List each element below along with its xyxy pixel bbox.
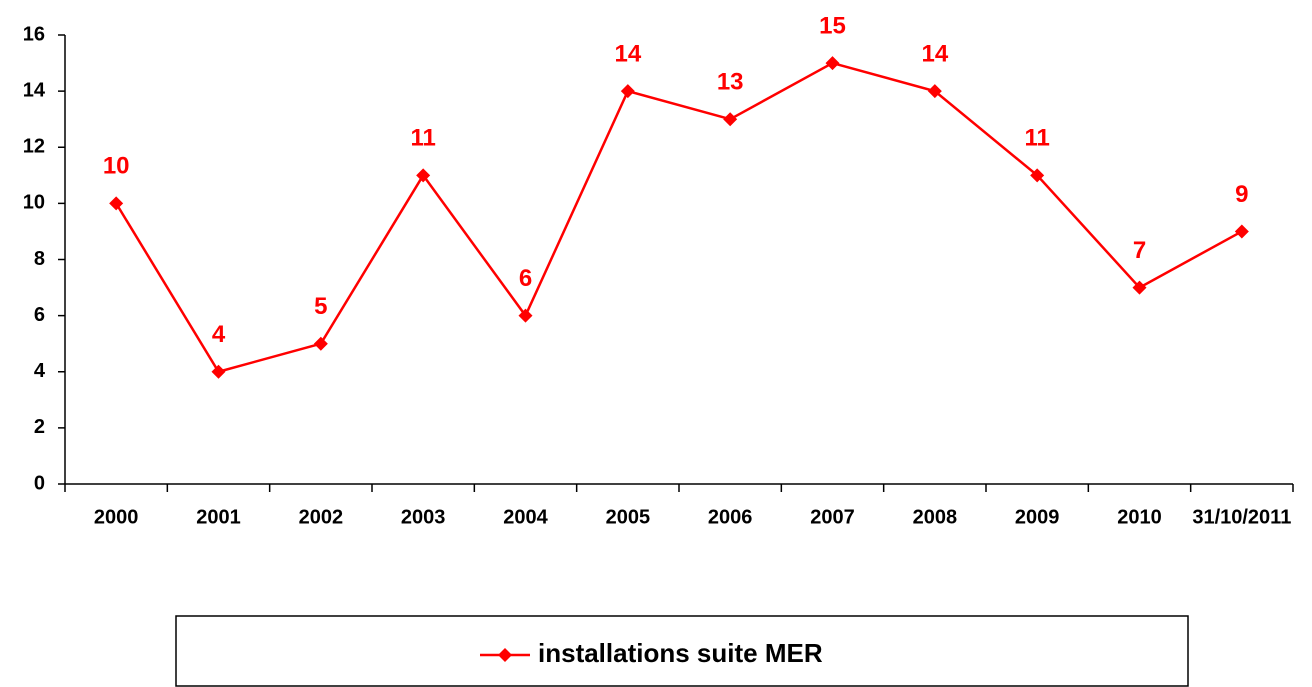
y-tick-label: 4 [34,360,46,382]
legend-label: installations suite MER [538,638,823,668]
data-label: 11 [410,125,435,152]
data-label: 14 [921,40,948,67]
x-tick-label: 2007 [810,506,855,528]
x-tick-label: 2008 [913,506,958,528]
marker [825,56,840,71]
x-tick-label: 2004 [503,506,548,528]
y-tick-label: 14 [23,79,46,101]
x-tick-label: 2009 [1015,506,1060,528]
y-tick-label: 12 [23,136,45,158]
y-tick-label: 16 [23,23,45,45]
data-label: 5 [314,293,327,320]
x-tick-label: 2000 [94,506,139,528]
data-label: 6 [519,265,532,292]
marker [109,196,124,211]
y-tick-label: 0 [34,472,45,494]
x-tick-label: 2010 [1117,506,1162,528]
x-tick-label: 2005 [606,506,651,528]
marker [927,84,942,99]
legend-marker [498,648,512,662]
marker [1234,224,1249,239]
x-tick-label: 2006 [708,506,753,528]
x-tick-label: 2003 [401,506,446,528]
marker [1132,280,1147,295]
data-label: 11 [1024,125,1049,152]
y-tick-label: 10 [23,192,45,214]
line [115,61,1243,374]
y-tick-label: 2 [34,416,45,438]
marker [313,336,328,351]
x-tick-label: 2001 [196,506,241,528]
data-label: 14 [614,40,641,67]
marker [1030,168,1045,183]
marker [620,84,635,99]
marker [518,308,533,323]
y-tick-label: 8 [34,248,45,270]
data-label: 10 [103,153,130,180]
data-label: 4 [212,321,226,348]
y-tick-label: 6 [34,304,45,326]
data-label: 13 [717,69,744,96]
data-label: 9 [1235,181,1248,208]
marker [416,168,431,183]
x-tick-label: 31/10/2011 [1192,506,1291,528]
legend-box [175,615,1189,687]
marker [723,112,738,127]
data-label: 15 [819,12,846,39]
x-tick-label: 2002 [299,506,344,528]
data-label: 7 [1133,237,1146,264]
marker [211,364,226,379]
